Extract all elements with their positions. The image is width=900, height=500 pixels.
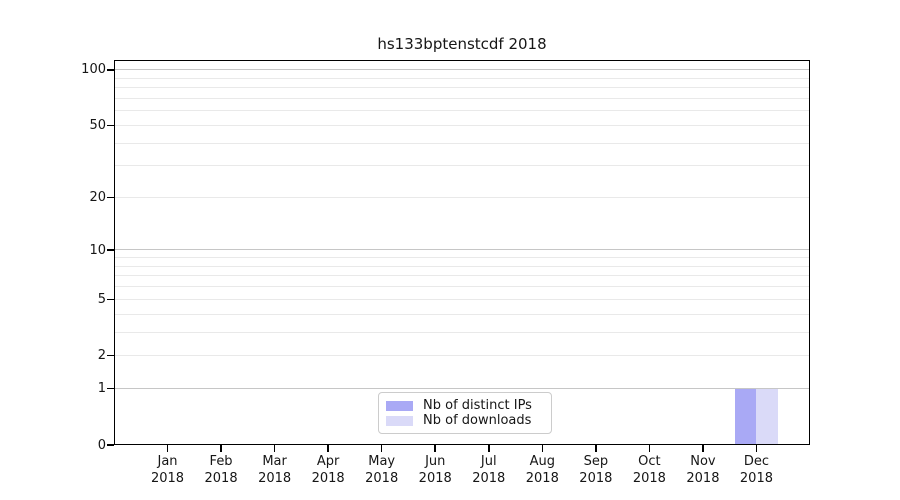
gridline-major — [114, 69, 810, 71]
x-tick-month: Mar — [262, 454, 287, 469]
legend-swatch-distinct-ips — [386, 400, 413, 411]
legend-label-distinct-ips: Nb of distinct IPs — [423, 398, 532, 413]
x-tick-month: Aug — [529, 454, 555, 469]
gridline-major — [114, 388, 810, 390]
x-tick-label: Feb 2018 — [181, 453, 261, 487]
gridline-minor — [114, 286, 810, 288]
gridline-minor — [114, 298, 810, 300]
x-tick-month: Oct — [638, 454, 661, 469]
x-tick-mark — [273, 445, 276, 452]
x-tick-year: 2018 — [686, 471, 720, 486]
x-tick-label: Apr 2018 — [288, 453, 368, 487]
gridline-minor — [114, 97, 810, 99]
x-tick-label: Nov 2018 — [663, 453, 743, 487]
x-tick-mark — [220, 445, 222, 452]
chart-title: hs133bptenstcdf 2018 — [377, 35, 547, 53]
x-tick-year: 2018 — [472, 471, 506, 486]
x-tick-label: Mar 2018 — [235, 453, 315, 487]
gridline-minor — [114, 355, 810, 357]
y-tick-label: 2 — [97, 348, 106, 364]
x-tick-label: Jan 2018 — [128, 453, 208, 487]
bar-dec-downloads — [756, 388, 778, 445]
y-tick-mark — [107, 298, 114, 301]
x-tick-year: 2018 — [311, 471, 345, 486]
gridline-minor — [114, 165, 810, 167]
y-tick-label: 1 — [97, 381, 106, 397]
y-tick-label: 20 — [89, 190, 106, 205]
x-tick-year: 2018 — [204, 471, 238, 486]
y-tick-label: 0 — [97, 437, 106, 453]
gridline-minor — [114, 257, 810, 259]
y-tick-label: 100 — [81, 62, 106, 78]
x-tick-month: Dec — [743, 454, 770, 469]
legend: Nb of distinct IPs Nb of downloads — [378, 392, 552, 434]
legend-swatch-downloads — [386, 415, 413, 426]
x-tick-label: Jun 2018 — [395, 453, 475, 487]
y-tick-mark — [107, 124, 114, 127]
x-tick-mark — [595, 445, 597, 452]
x-tick-year: 2018 — [258, 471, 292, 486]
x-tick-label: Aug 2018 — [502, 453, 582, 487]
x-tick-year: 2018 — [739, 471, 773, 486]
x-tick-year: 2018 — [418, 471, 452, 486]
legend-item-distinct-ips: Nb of distinct IPs — [386, 398, 543, 413]
y-tick-mark — [107, 387, 114, 390]
gridline-minor — [114, 265, 810, 267]
gridline-minor — [114, 197, 810, 198]
x-tick-year: 2018 — [365, 471, 399, 486]
y-tick-mark — [107, 354, 114, 357]
x-tick-label: Jul 2018 — [449, 453, 529, 487]
x-tick-mark — [380, 445, 383, 452]
bar-dec-distinct-ips — [735, 388, 757, 445]
x-tick-mark — [327, 445, 329, 452]
gridline-minor — [114, 331, 810, 333]
x-tick-label: Oct 2018 — [609, 453, 689, 487]
legend-item-downloads: Nb of downloads — [386, 413, 543, 428]
gridline-minor — [114, 77, 810, 79]
x-tick-mark — [434, 445, 436, 452]
x-tick-year: 2018 — [150, 471, 185, 486]
x-tick-label: May 2018 — [342, 453, 422, 487]
gridline-major — [114, 249, 810, 251]
gridline-minor — [114, 313, 810, 315]
y-tick-mark — [107, 196, 114, 199]
y-tick-label: 50 — [89, 117, 106, 133]
gridline-minor — [114, 275, 810, 277]
x-tick-month: May — [368, 454, 396, 469]
x-tick-label: Dec 2018 — [716, 453, 796, 487]
x-tick-month: Jul — [480, 454, 497, 469]
y-tick-mark — [107, 249, 114, 251]
x-tick-year: 2018 — [632, 471, 666, 486]
y-tick-label: 10 — [89, 242, 106, 258]
legend-label-downloads: Nb of downloads — [423, 413, 532, 428]
x-tick-month: Jan — [157, 454, 178, 469]
x-tick-mark — [755, 445, 758, 452]
x-tick-month: Apr — [316, 454, 340, 469]
gridline-minor — [114, 124, 810, 126]
x-tick-month: Jun — [425, 454, 446, 469]
gridline-minor — [114, 110, 810, 112]
x-tick-month: Nov — [690, 454, 716, 469]
x-tick-mark — [488, 445, 490, 452]
x-tick-mark — [541, 445, 544, 452]
y-tick-mark — [107, 444, 114, 446]
x-tick-month: Feb — [209, 454, 233, 469]
x-tick-mark — [648, 445, 651, 452]
y-tick-mark — [107, 69, 114, 71]
x-tick-year: 2018 — [525, 471, 559, 486]
gridline-minor — [114, 142, 810, 144]
x-tick-mark — [166, 445, 169, 452]
x-tick-month: Sep — [583, 454, 609, 469]
y-tick-label: 5 — [97, 291, 106, 307]
gridline-minor — [114, 87, 810, 89]
x-tick-label: Sep 2018 — [556, 453, 636, 487]
x-tick-year: 2018 — [579, 471, 613, 486]
x-tick-mark — [702, 445, 704, 452]
